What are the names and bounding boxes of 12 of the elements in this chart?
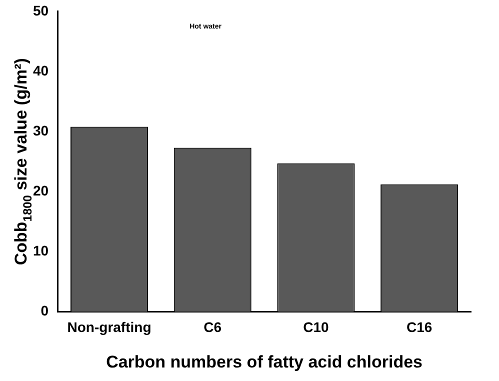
y-tick-label: 0 xyxy=(40,302,49,319)
y-axis-title: Cobb1800 size value (g/m²) xyxy=(12,58,34,266)
x-tick-label: C16 xyxy=(406,319,432,336)
y-tick-label: 50 xyxy=(32,2,49,18)
x-axis-title: Carbon numbers of fatty acid chlorides xyxy=(106,352,423,372)
x-tick-label: C6 xyxy=(204,319,222,336)
y-tick-label: 30 xyxy=(32,122,49,138)
y-tick-label: 40 xyxy=(32,62,49,78)
x-tick-label: C10 xyxy=(303,319,330,336)
y-tick-label: 20 xyxy=(32,182,49,198)
y-tick-label: 10 xyxy=(32,242,49,259)
x-tick-label: Non-grafting xyxy=(67,319,152,336)
